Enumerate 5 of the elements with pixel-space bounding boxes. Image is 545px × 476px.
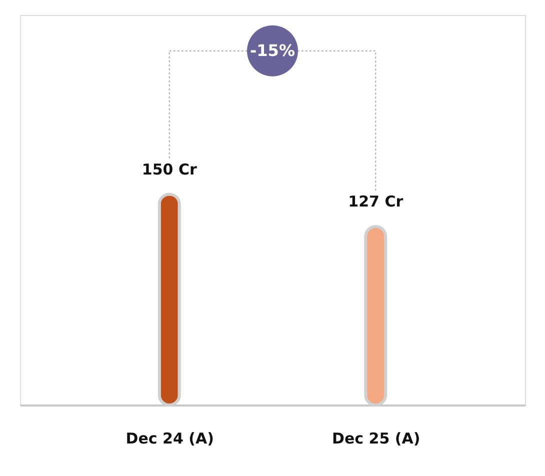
data-label: 127 Cr [348, 192, 404, 211]
data-label: 150 Cr [142, 160, 198, 178]
text: -15% [250, 40, 295, 60]
x-tick-label: Dec 24 (A) [126, 430, 214, 448]
x-tick-label: Dec 25 (A) [332, 430, 420, 448]
